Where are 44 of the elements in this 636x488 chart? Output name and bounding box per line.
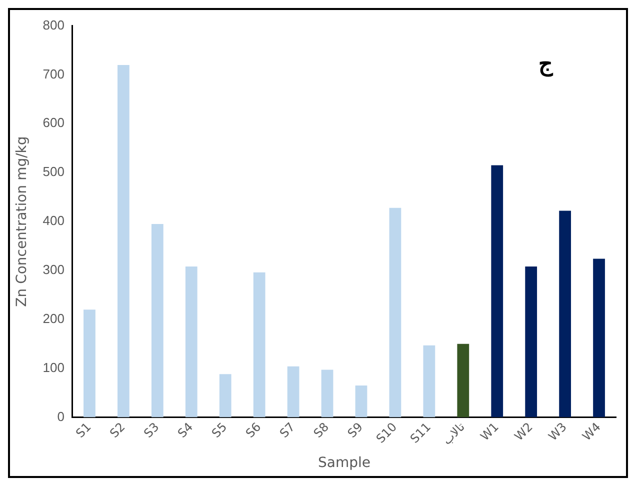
y-tick-label: 600 xyxy=(42,115,64,130)
x-tick-label: W4 xyxy=(580,420,604,444)
x-tick-label: S6 xyxy=(242,420,264,440)
bar xyxy=(185,266,198,418)
x-tick-label: S11 xyxy=(407,420,434,446)
y-tick-label: 200 xyxy=(42,310,64,326)
bar xyxy=(559,210,571,418)
y-tick-label: 800 xyxy=(42,17,64,32)
y-tick-label: 0 xyxy=(57,408,64,424)
y-tick-label: 100 xyxy=(42,360,64,375)
x-tick-label: S8 xyxy=(310,420,332,440)
x-tick-label: S5 xyxy=(208,420,230,440)
bar xyxy=(118,64,130,418)
bar xyxy=(219,374,232,418)
x-axis-title: Sample xyxy=(318,455,370,472)
y-tick-label: 500 xyxy=(42,164,64,180)
bar xyxy=(84,310,96,418)
bar xyxy=(593,258,605,418)
bar xyxy=(423,345,436,418)
bar xyxy=(457,344,470,418)
x-tick-label: S1 xyxy=(73,420,94,440)
y-tick-label: 300 xyxy=(42,262,64,278)
x-tick-label: S4 xyxy=(175,420,196,440)
y-axis-title: Zn Concentration mg/kg xyxy=(14,136,30,307)
bar xyxy=(151,224,164,418)
bar xyxy=(525,266,538,418)
x-tick-label: S3 xyxy=(141,420,162,440)
y-tick-label: 700 xyxy=(42,66,64,82)
bar xyxy=(389,208,402,418)
x-tick-label: S9 xyxy=(344,420,366,440)
x-tick-label: W3 xyxy=(546,420,570,444)
y-tick-label: 400 xyxy=(42,213,64,228)
bar xyxy=(355,385,368,418)
x-tick-label: W1 xyxy=(478,420,502,444)
x-tick-label: S7 xyxy=(276,420,298,440)
bar xyxy=(287,366,300,418)
annotation: ج xyxy=(538,50,554,77)
bar xyxy=(253,272,266,418)
bar xyxy=(491,165,504,418)
bar xyxy=(321,370,334,418)
x-tick-label: S2 xyxy=(107,420,128,440)
x-tick-label: S10 xyxy=(373,420,400,446)
x-tick-label: تالاب xyxy=(440,420,468,448)
x-tick-label: W2 xyxy=(512,420,536,444)
